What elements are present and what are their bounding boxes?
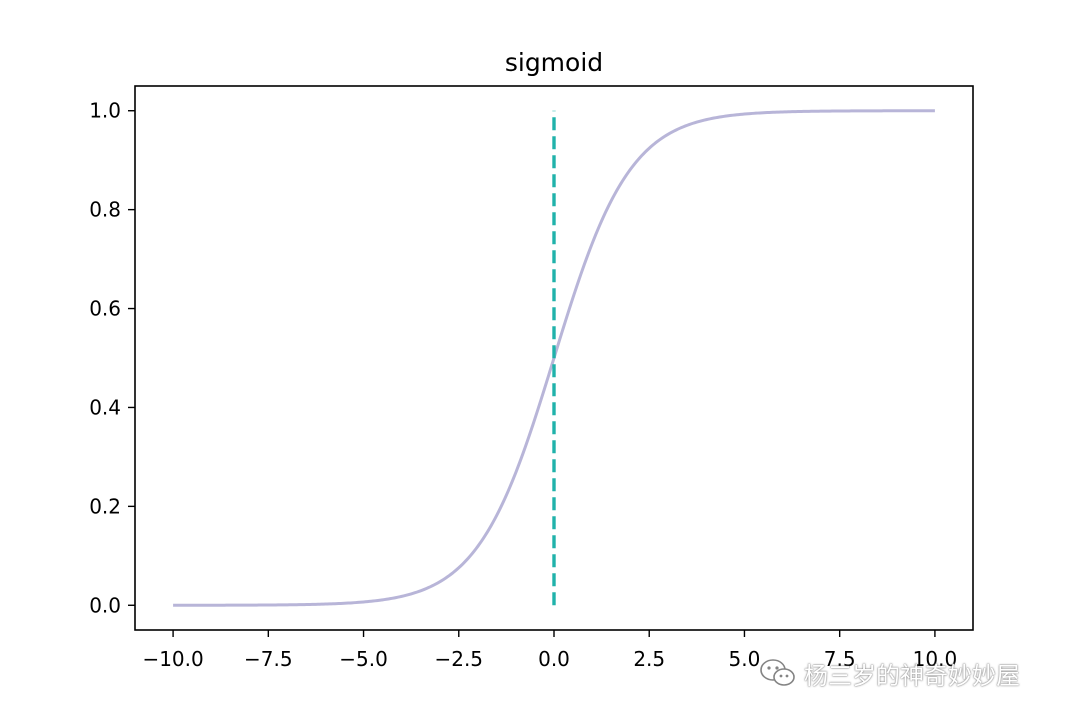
y-tick-label: 0.6 xyxy=(89,297,121,321)
x-tick-label: −2.5 xyxy=(434,647,483,671)
chart-title: sigmoid xyxy=(505,48,603,77)
x-tick-label: −10.0 xyxy=(142,647,203,671)
x-tick-label: 10.0 xyxy=(913,647,958,671)
watermark-text: 杨三岁的神奇妙妙屋 xyxy=(804,661,1020,690)
x-tick-label: 0.0 xyxy=(538,647,570,671)
wechat-icon xyxy=(760,659,795,686)
y-tick-label: 0.4 xyxy=(89,395,121,419)
x-tick-label: 5.0 xyxy=(729,647,761,671)
y-tick-label: 0.8 xyxy=(89,198,121,222)
y-tick-label: 0.2 xyxy=(89,494,121,518)
watermark: 杨三岁的神奇妙妙屋 xyxy=(758,655,1020,691)
y-tick-label: 0.0 xyxy=(89,593,121,617)
y-tick-label: 1.0 xyxy=(89,99,121,123)
x-tick-label: 2.5 xyxy=(633,647,665,671)
x-axis: −10.0 −7.5 −5.0 −2.5 0.0 2.5 5.0 7.5 10.0 xyxy=(142,630,957,671)
x-tick-label: −7.5 xyxy=(244,647,293,671)
x-tick-label: −5.0 xyxy=(339,647,388,671)
y-axis: 0.0 0.2 0.4 0.6 0.8 1.0 xyxy=(89,99,135,617)
series-layer xyxy=(173,109,935,607)
x-tick-label: 7.5 xyxy=(824,647,856,671)
